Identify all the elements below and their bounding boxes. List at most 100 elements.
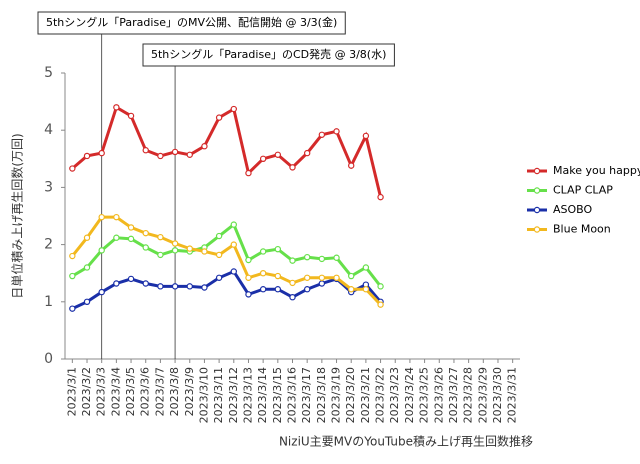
point (113, 213, 120, 221)
annotation-box (142, 43, 395, 67)
point (142, 244, 149, 251)
point (259, 270, 267, 277)
point (259, 248, 267, 255)
point (186, 283, 193, 290)
point (215, 232, 223, 240)
point (157, 251, 164, 259)
annotation-box (37, 11, 346, 35)
point (303, 149, 311, 157)
point (113, 280, 120, 287)
point (83, 234, 91, 241)
point (289, 294, 296, 301)
point (215, 114, 223, 121)
point (318, 280, 326, 287)
point (83, 298, 91, 305)
x-tick-label: 2023/3/10 (197, 367, 210, 423)
series-line (71, 222, 382, 288)
point (362, 132, 370, 140)
x-tick-label: 2023/3/24 (403, 367, 416, 423)
point (69, 272, 76, 280)
point (230, 105, 237, 113)
point (127, 224, 135, 231)
point (127, 112, 135, 120)
point (377, 283, 384, 290)
point (245, 291, 252, 298)
x-tick-label: 2023/3/27 (447, 367, 460, 423)
point (348, 272, 355, 280)
legend-marker (533, 187, 541, 194)
legend-marker (533, 167, 541, 175)
point (303, 286, 311, 293)
x-tick-label: 2023/3/22 (374, 367, 387, 423)
point (289, 164, 296, 171)
point (215, 274, 223, 281)
x-tick-label: 2023/3/3 (95, 367, 108, 416)
legend-marker (533, 206, 541, 214)
point (245, 169, 252, 177)
point (348, 162, 355, 169)
point (318, 274, 326, 281)
point (142, 229, 149, 237)
point (245, 274, 252, 281)
point (348, 286, 355, 293)
legend-label: Make you happy (553, 164, 640, 177)
series-line (71, 215, 382, 306)
point (186, 245, 193, 252)
x-axis-title: NiziU主要MVのYouTube積み上げ再生回数推移 (279, 434, 533, 449)
x-tick-label: 2023/3/26 (432, 367, 445, 423)
point (157, 152, 164, 160)
point (98, 288, 105, 296)
y-tick-label: 3 (44, 179, 53, 195)
point (289, 257, 296, 264)
x-tick-label: 2023/3/29 (476, 367, 489, 423)
point (157, 283, 164, 290)
point (69, 252, 76, 260)
point (230, 268, 237, 275)
y-tick-label: 5 (44, 65, 53, 81)
point (274, 245, 282, 253)
x-tick-label: 2023/3/15 (271, 367, 284, 423)
point (201, 248, 208, 255)
series-line (71, 269, 382, 311)
x-tick-label: 2023/3/2 (80, 367, 93, 416)
x-tick-label: 2023/3/18 (315, 367, 328, 423)
x-tick-label: 2023/3/16 (286, 367, 299, 423)
point (83, 264, 91, 271)
point (377, 193, 384, 201)
point (171, 283, 179, 290)
point (274, 272, 282, 280)
y-tick-label: 1 (44, 294, 53, 310)
point (274, 286, 282, 293)
point (69, 305, 76, 312)
point (69, 165, 76, 172)
point (171, 247, 179, 254)
point (113, 234, 120, 241)
point (171, 148, 179, 156)
point (245, 256, 252, 264)
x-tick-label: 2023/3/19 (330, 367, 343, 423)
point (274, 151, 282, 158)
point (201, 143, 208, 150)
point (83, 152, 91, 160)
point (333, 128, 340, 135)
x-tick-label: 2023/3/8 (168, 367, 181, 416)
x-tick-label: 2023/3/6 (139, 367, 152, 416)
point (201, 284, 208, 291)
y-tick-label: 4 (44, 122, 53, 138)
point (186, 151, 193, 158)
annotation: 5thシングル「Paradise」のMV公開、配信開始 @ 3/3(金) (46, 15, 337, 29)
legend-label: Blue Moon (553, 223, 611, 236)
x-tick-label: 2023/3/5 (124, 367, 137, 416)
legend-label: ASOBO (553, 203, 593, 216)
point (333, 274, 340, 281)
x-tick-label: 2023/3/25 (418, 367, 431, 423)
point (333, 254, 340, 261)
point (362, 264, 370, 271)
point (377, 301, 384, 308)
x-tick-label: 2023/3/30 (491, 367, 504, 423)
point (142, 147, 149, 154)
point (318, 131, 326, 138)
y-tick-label: 2 (44, 237, 53, 253)
legend-marker (533, 226, 541, 233)
